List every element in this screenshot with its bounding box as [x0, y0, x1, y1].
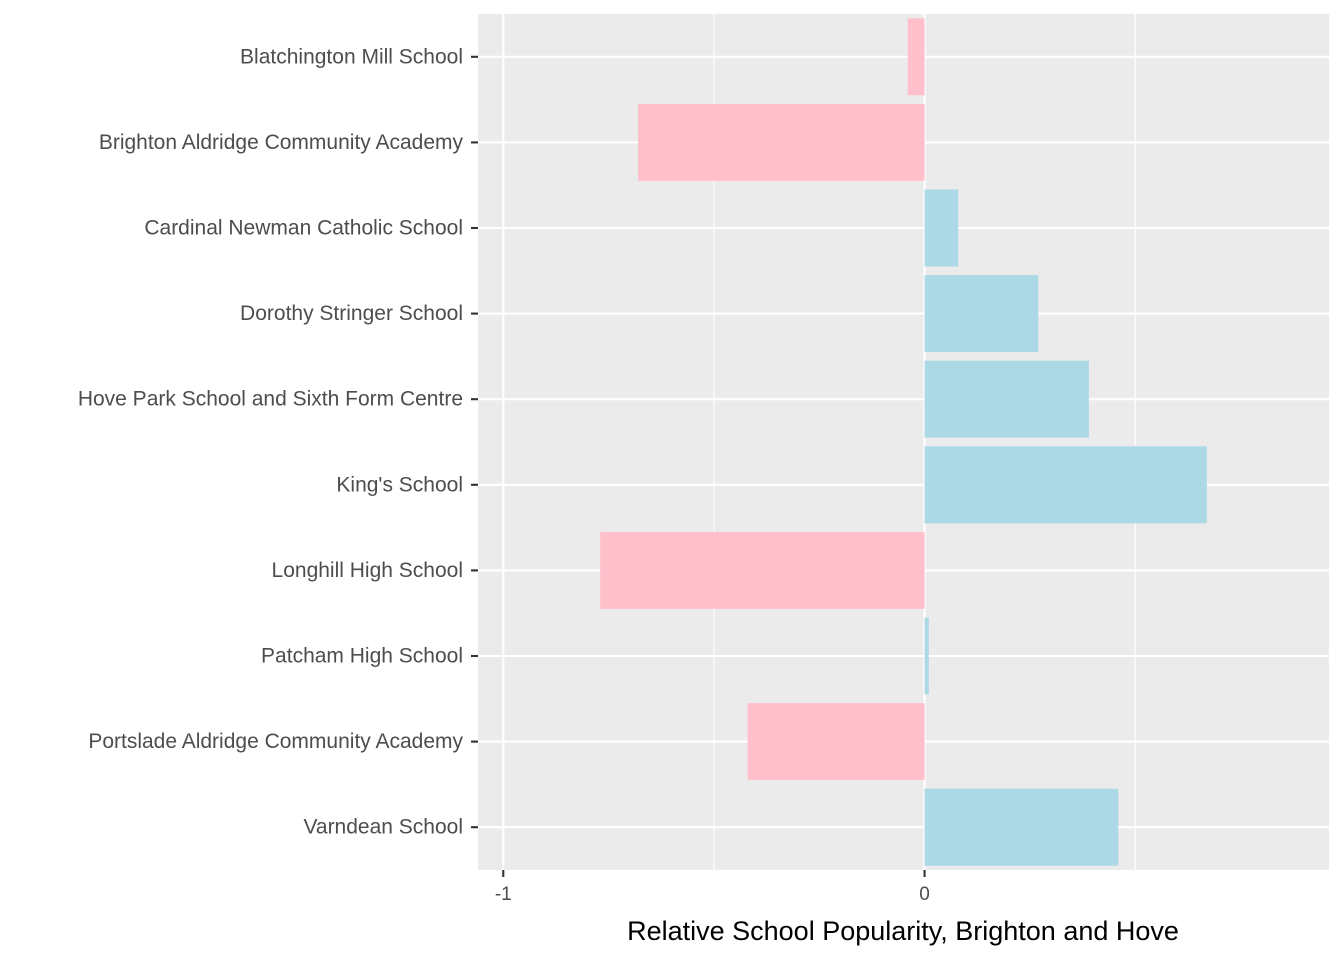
- bar: [747, 703, 925, 781]
- y-tick-label: Portslade Aldridge Community Academy: [88, 730, 463, 753]
- x-tick-label: 0: [919, 884, 930, 905]
- y-tick-label: Hove Park School and Sixth Form Centre: [78, 388, 463, 411]
- y-tick-label: Patcham High School: [261, 645, 463, 668]
- x-tick-label: -1: [495, 884, 512, 905]
- bar: [924, 446, 1207, 524]
- y-tick-label: King's School: [336, 473, 463, 496]
- bar: [924, 360, 1089, 438]
- y-axis: Blatchington Mill School Brighton Aldridg…: [78, 45, 478, 839]
- bar: [638, 103, 925, 181]
- y-tick-label: Longhill High School: [272, 559, 463, 582]
- bar: [924, 788, 1119, 866]
- bar: [924, 189, 959, 267]
- y-tick-label: Cardinal Newman Catholic School: [144, 217, 463, 240]
- bars: [600, 18, 1207, 866]
- y-tick-label: Brighton Aldridge Community Academy: [99, 131, 464, 154]
- bar: [907, 18, 925, 96]
- bar: [600, 531, 925, 609]
- bar: [924, 275, 1039, 353]
- y-tick-label: Dorothy Stringer School: [240, 302, 463, 325]
- x-axis: -1 0: [495, 870, 930, 905]
- y-tick-label: Blatchington Mill School: [240, 45, 463, 68]
- y-tick-label: Varndean School: [303, 816, 463, 839]
- x-axis-title: Relative School Popularity, Brighton and…: [627, 916, 1179, 946]
- bar: [924, 617, 929, 695]
